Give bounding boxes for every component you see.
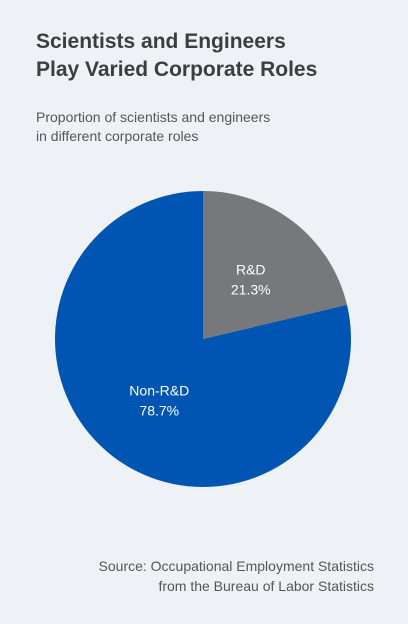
- chart-title-line-2: Play Varied Corporate Roles: [36, 58, 318, 81]
- source-line-1: Source: Occupational Employment Statisti…: [98, 558, 374, 574]
- pie-chart: R&D 21.3% Non-R&D 78.7%: [54, 191, 351, 487]
- slice-value-0: 21.3%: [231, 282, 271, 298]
- source-note: Source: Occupational Employment Statisti…: [99, 556, 374, 596]
- slice-value-1: 78.7%: [139, 402, 179, 418]
- chart-title-line-1: Scientists and Engineers: [36, 30, 286, 53]
- source-line-2: from the Bureau of Labor Statistics: [158, 578, 374, 594]
- chart-subtitle-line-1: Proportion of scientists and engineers: [36, 109, 271, 125]
- slice-label-0: R&D: [236, 262, 266, 278]
- pie-slice-r-d: [203, 191, 348, 339]
- chart-subtitle: Proportion of scientists and engineers i…: [36, 108, 270, 146]
- slice-label-1: Non-R&D: [129, 382, 189, 398]
- chart-title: Scientists and Engineers Play Varied Cor…: [36, 28, 317, 84]
- pie-slice-non-r-d: [54, 191, 351, 487]
- chart-subtitle-line-2: in different corporate roles: [36, 128, 199, 144]
